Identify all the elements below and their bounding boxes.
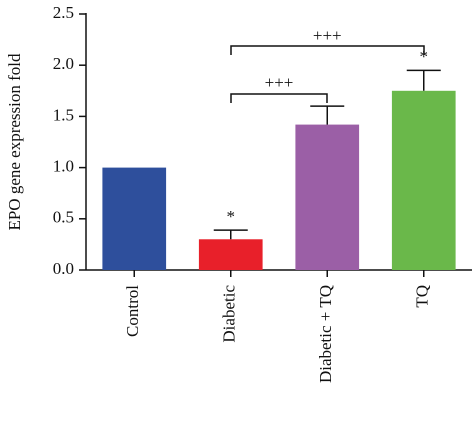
bar — [198, 239, 263, 270]
annotation: +++ — [313, 26, 342, 45]
y-tick-label: 2.0 — [53, 54, 74, 73]
bracket — [230, 93, 328, 103]
y-tick-label: 2.5 — [53, 3, 74, 22]
annotation: +++ — [265, 73, 294, 92]
x-tick-label: TQ — [413, 285, 432, 308]
bar — [102, 167, 167, 270]
error-bar — [310, 105, 345, 125]
bar — [391, 90, 456, 270]
y-axis-label: EPO gene expression fold — [5, 53, 24, 231]
x-tick-label: Diabetic + TQ — [316, 285, 335, 383]
bracket — [230, 45, 425, 55]
x-tick-label: Control — [123, 285, 142, 337]
y-tick-label: 1.0 — [53, 157, 74, 176]
annotation: * — [227, 207, 236, 226]
y-tick-label: 1.5 — [53, 105, 74, 124]
annotation: * — [420, 47, 429, 66]
error-bar — [406, 69, 441, 91]
bar — [295, 124, 360, 270]
y-tick-label: 0.0 — [53, 259, 74, 278]
y-tick-label: 0.5 — [53, 208, 74, 227]
x-tick-label: Diabetic — [220, 285, 239, 343]
error-bar — [213, 229, 248, 240]
